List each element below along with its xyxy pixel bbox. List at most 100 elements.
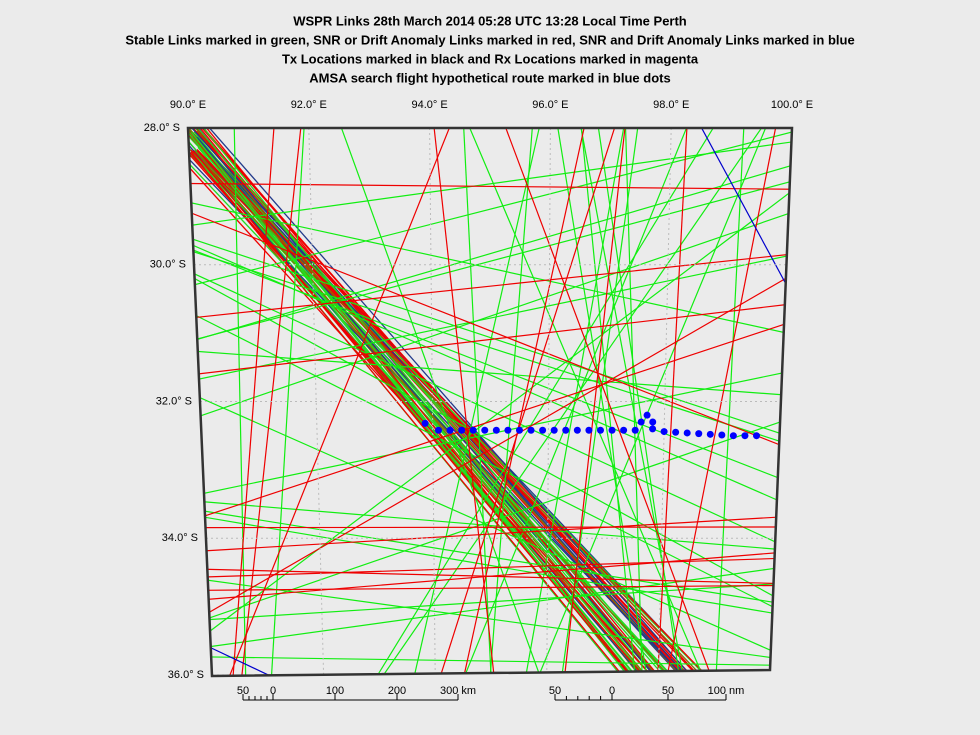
grid-line <box>546 128 551 676</box>
link <box>193 128 668 676</box>
scale-label: 100 nm <box>708 685 745 697</box>
link <box>188 136 792 232</box>
link <box>188 249 792 323</box>
route-dot <box>481 426 489 434</box>
link <box>454 128 695 676</box>
route-dot <box>660 428 668 436</box>
route-dot <box>550 426 558 434</box>
route-dot <box>573 426 581 434</box>
route-dot <box>539 426 547 434</box>
link <box>188 513 792 555</box>
scale-label: 50 <box>237 685 249 697</box>
link <box>188 252 792 648</box>
route-dot <box>434 426 442 434</box>
lat-tick-label: 30.0° S <box>150 259 186 271</box>
link <box>528 128 774 676</box>
route-dot <box>608 426 616 434</box>
route-dot <box>706 430 714 438</box>
link <box>188 182 792 191</box>
link <box>233 128 247 676</box>
route-dot <box>753 432 760 440</box>
link <box>188 375 792 676</box>
link <box>498 128 721 676</box>
link <box>461 128 714 676</box>
link <box>595 128 684 676</box>
lat-tick-label: 32.0° S <box>156 395 192 407</box>
link <box>192 150 644 676</box>
scale-label: 100 <box>326 685 344 697</box>
link <box>188 584 792 592</box>
link <box>190 149 724 676</box>
link <box>188 526 792 529</box>
grid-line <box>657 128 672 676</box>
lon-tick-label: 90.0° E <box>170 99 206 111</box>
scale-label: 300 km <box>440 685 476 697</box>
route-dot <box>585 426 593 434</box>
link <box>624 128 644 676</box>
link <box>190 128 686 676</box>
link <box>365 128 775 676</box>
lon-tick-label: 100.0° E <box>771 99 813 111</box>
title-line: Stable Links marked in green, SNR or Dri… <box>125 32 854 47</box>
scale-label: 0 <box>609 685 615 697</box>
route-dot <box>492 426 500 434</box>
map-frame <box>186 126 794 678</box>
link <box>458 128 589 676</box>
route-dot <box>729 432 737 440</box>
link <box>188 291 792 637</box>
title-line: AMSA search flight hypothetical route ma… <box>309 70 670 85</box>
link <box>188 298 792 381</box>
link <box>334 128 550 676</box>
scale-label: 0 <box>270 685 276 697</box>
link <box>195 151 723 676</box>
scale-label: 200 <box>388 685 406 697</box>
link <box>188 170 792 353</box>
route-dot <box>695 430 703 438</box>
route-dot <box>504 426 512 434</box>
title-line: Tx Locations marked in black and Rx Loca… <box>282 51 699 66</box>
lat-tick-label: 28.0° S <box>144 122 180 134</box>
link <box>661 128 780 676</box>
link <box>188 308 792 535</box>
link <box>431 128 498 676</box>
link <box>188 128 649 676</box>
route-dot <box>562 426 570 434</box>
route-dot <box>631 426 639 434</box>
link <box>269 128 306 676</box>
link <box>577 128 689 676</box>
link <box>561 128 628 676</box>
grid-line <box>308 128 325 676</box>
route-dot <box>637 418 645 426</box>
route-dot <box>741 432 749 440</box>
link <box>188 547 792 605</box>
route-dot <box>527 426 535 434</box>
link <box>188 153 792 354</box>
links <box>188 128 792 676</box>
link <box>699 128 792 311</box>
link <box>188 246 792 390</box>
link <box>188 347 792 399</box>
link <box>188 252 792 568</box>
route-dot <box>458 426 466 434</box>
lon-tick-label: 94.0° E <box>411 99 447 111</box>
lon-tick-label: 98.0° E <box>653 99 689 111</box>
link <box>655 128 689 676</box>
scale-label: 50 <box>549 685 561 697</box>
link <box>188 560 792 656</box>
link <box>557 128 641 676</box>
route-dot <box>672 428 680 436</box>
link <box>188 253 792 628</box>
route-dot <box>515 426 523 434</box>
lon-tick-label: 92.0° E <box>291 99 327 111</box>
route-dot <box>649 425 657 433</box>
route-dot <box>643 411 651 419</box>
scale-label: 50 <box>662 685 674 697</box>
link <box>188 198 792 434</box>
link <box>188 193 792 344</box>
link <box>188 571 792 667</box>
lat-tick-label: 34.0° S <box>162 532 198 544</box>
route <box>421 411 760 440</box>
link <box>188 196 792 466</box>
